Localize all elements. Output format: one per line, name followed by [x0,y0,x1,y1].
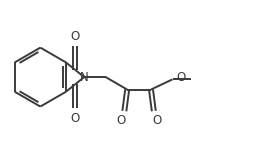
Text: O: O [70,112,80,125]
Text: N: N [80,71,89,84]
Text: O: O [176,71,185,84]
Text: O: O [152,114,162,127]
Text: O: O [116,114,125,127]
Text: O: O [70,30,80,43]
